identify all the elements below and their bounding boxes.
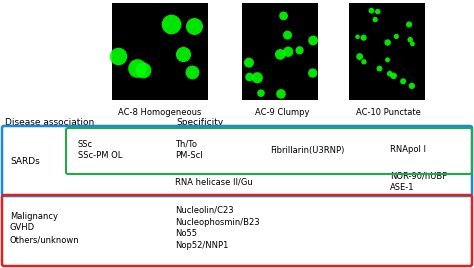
Text: Disease association: Disease association xyxy=(5,118,94,127)
Text: SSc
SSc-PM OL: SSc SSc-PM OL xyxy=(78,140,122,160)
Point xyxy=(371,17,379,22)
Bar xyxy=(242,3,318,100)
Point xyxy=(310,38,317,43)
Point xyxy=(356,54,364,59)
Point xyxy=(384,40,392,45)
Point xyxy=(245,61,253,65)
Point xyxy=(368,9,375,13)
Point xyxy=(188,70,195,75)
Point xyxy=(284,50,292,54)
Text: AC-10 Punctate: AC-10 Punctate xyxy=(356,108,420,117)
Point xyxy=(390,74,397,78)
Point xyxy=(246,75,253,79)
Point xyxy=(406,38,414,42)
Text: RNA helicase II/Gu: RNA helicase II/Gu xyxy=(175,177,253,187)
Point xyxy=(254,76,261,80)
Point xyxy=(296,48,303,53)
Text: AC-9 Clumpy: AC-9 Clumpy xyxy=(255,108,309,117)
Point xyxy=(400,79,407,83)
Text: Th/To
PM-Scl: Th/To PM-Scl xyxy=(175,140,202,160)
Text: Malignancy
GVHD
Others/unknown: Malignancy GVHD Others/unknown xyxy=(10,212,80,244)
Point xyxy=(392,34,400,39)
Point xyxy=(360,60,368,64)
Point xyxy=(280,14,287,18)
Text: Fibrillarin(U3RNP): Fibrillarin(U3RNP) xyxy=(270,146,345,154)
Point xyxy=(408,84,416,88)
Bar xyxy=(349,3,425,100)
Point xyxy=(360,35,367,40)
Text: NOR-90/hUBF
ASE-1: NOR-90/hUBF ASE-1 xyxy=(390,172,447,192)
Text: RNApol I: RNApol I xyxy=(390,146,426,154)
Point xyxy=(386,72,393,76)
Point xyxy=(354,35,361,39)
Point xyxy=(409,42,416,46)
Text: Specificity: Specificity xyxy=(176,118,224,127)
Point xyxy=(384,58,392,62)
Point xyxy=(376,66,383,71)
Bar xyxy=(112,3,208,100)
Point xyxy=(133,66,141,70)
Point xyxy=(167,22,174,26)
Point xyxy=(374,9,382,14)
Point xyxy=(405,22,413,27)
Text: AC-8 Homogeneous: AC-8 Homogeneous xyxy=(118,108,202,117)
Text: SARDs: SARDs xyxy=(10,157,40,166)
Point xyxy=(284,33,292,37)
Point xyxy=(257,91,265,95)
Point xyxy=(139,68,147,73)
Point xyxy=(114,54,122,58)
Point xyxy=(309,71,317,75)
Point xyxy=(180,52,187,56)
Point xyxy=(277,92,285,96)
Point xyxy=(276,52,284,57)
Text: Nucleolin/C23
Nucleophosmin/B23
No55
Nop52/NNP1: Nucleolin/C23 Nucleophosmin/B23 No55 Nop… xyxy=(175,206,260,250)
Point xyxy=(190,24,197,28)
